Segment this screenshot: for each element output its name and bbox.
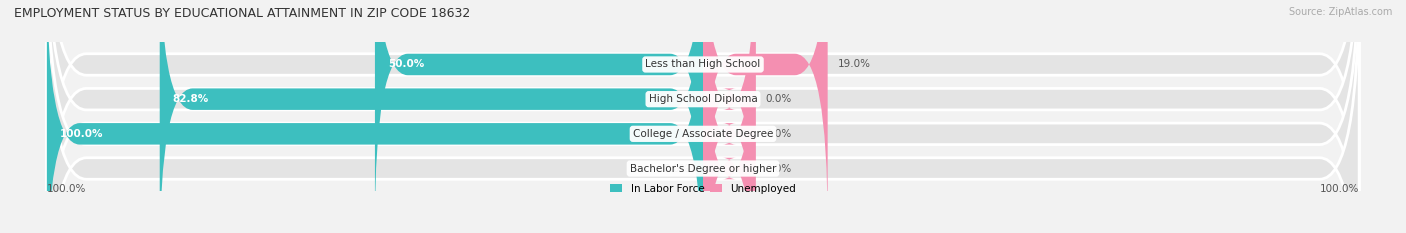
FancyBboxPatch shape [375, 0, 703, 227]
FancyBboxPatch shape [160, 0, 703, 233]
Text: Bachelor's Degree or higher: Bachelor's Degree or higher [630, 164, 776, 174]
FancyBboxPatch shape [46, 0, 1360, 233]
Text: 0.0%: 0.0% [664, 164, 690, 174]
FancyBboxPatch shape [46, 0, 1360, 233]
FancyBboxPatch shape [703, 6, 755, 233]
Legend: In Labor Force, Unemployed: In Labor Force, Unemployed [606, 179, 800, 198]
FancyBboxPatch shape [46, 0, 1360, 233]
Text: 0.0%: 0.0% [765, 129, 792, 139]
Text: College / Associate Degree: College / Associate Degree [633, 129, 773, 139]
Text: 100.0%: 100.0% [46, 184, 86, 194]
Text: Source: ZipAtlas.com: Source: ZipAtlas.com [1288, 7, 1392, 17]
Text: 100.0%: 100.0% [60, 129, 104, 139]
Text: 100.0%: 100.0% [1320, 184, 1360, 194]
Text: EMPLOYMENT STATUS BY EDUCATIONAL ATTAINMENT IN ZIP CODE 18632: EMPLOYMENT STATUS BY EDUCATIONAL ATTAINM… [14, 7, 471, 20]
Text: 0.0%: 0.0% [765, 164, 792, 174]
Text: High School Diploma: High School Diploma [648, 94, 758, 104]
FancyBboxPatch shape [46, 0, 703, 233]
Text: Less than High School: Less than High School [645, 59, 761, 69]
Text: 19.0%: 19.0% [838, 59, 870, 69]
FancyBboxPatch shape [703, 0, 755, 233]
Text: 0.0%: 0.0% [765, 94, 792, 104]
FancyBboxPatch shape [703, 0, 755, 233]
Text: 82.8%: 82.8% [173, 94, 209, 104]
Text: 50.0%: 50.0% [388, 59, 425, 69]
FancyBboxPatch shape [703, 0, 828, 227]
FancyBboxPatch shape [46, 0, 1360, 233]
